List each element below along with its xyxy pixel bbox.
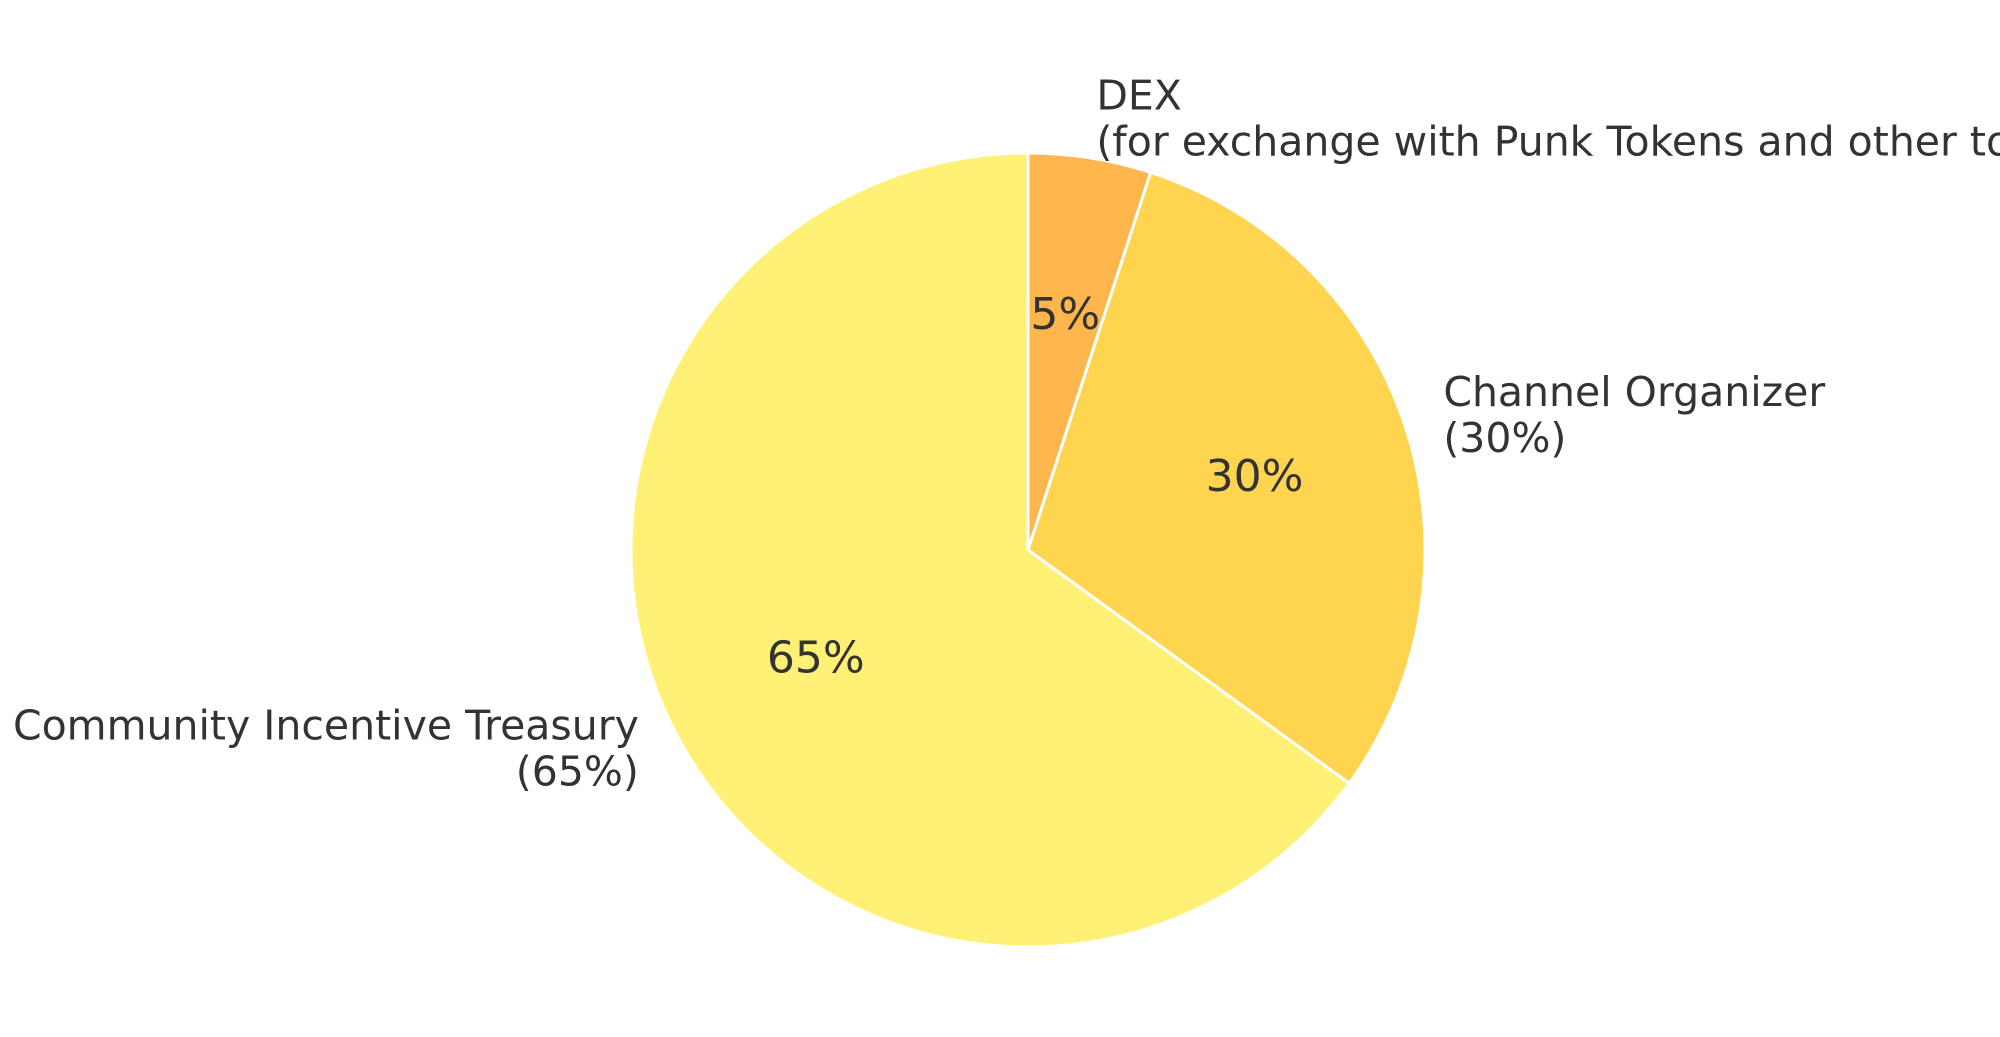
slice-label-line: DEX [1096,72,1182,120]
slice-label-channel-organizer: Channel Organizer (30%) [1443,368,1825,462]
slice-label-line: (for exchange with Punk Tokens and other… [1096,118,2000,166]
pie-slices [629,151,1427,949]
percent-label-dex: 5% [1030,289,1100,340]
slice-labels: DEX (for exchange with Punk Tokens and ot… [13,72,2000,796]
slice-label-line: Channel Organizer [1443,368,1825,416]
percent-label-channel-organizer: 30% [1206,451,1304,502]
pie-slice-community-incentive-treasury [629,151,1351,949]
slice-label-dex: DEX (for exchange with Punk Tokens and ot… [1096,72,2000,166]
percent-label-community-incentive-treasury: 65% [767,633,865,684]
percent-labels: 5% 30% 65% [767,289,1304,683]
slice-label-line: (30%) [1443,414,1566,462]
pie-slice-channel-organizer [1026,170,1427,785]
slice-label-line: (65%) [516,747,639,795]
slice-label-community-incentive-treasury: Community Incentive Treasury (65%) [13,701,639,795]
slice-label-line: Community Incentive Treasury [13,701,639,749]
